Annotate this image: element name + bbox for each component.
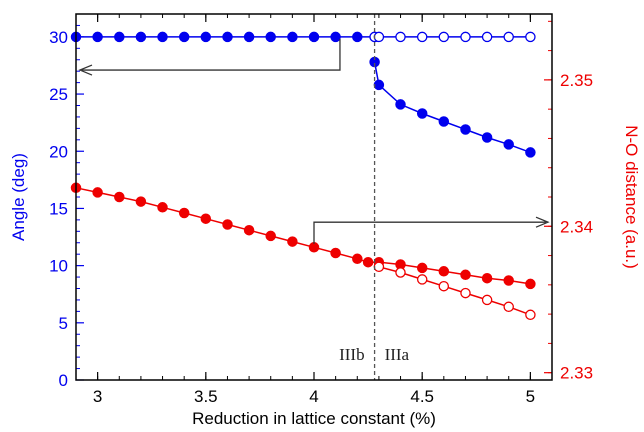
x-tick-label: 4.5 bbox=[410, 387, 434, 406]
right-y-tick-label: 2.35 bbox=[560, 71, 593, 90]
arrow-to-right-axis bbox=[313, 221, 546, 244]
x-tick-label: 3.5 bbox=[194, 387, 218, 406]
arrow-to-left-axis bbox=[82, 38, 341, 71]
left-y-tick-label: 10 bbox=[49, 257, 68, 276]
data-point bbox=[438, 280, 450, 292]
data-point bbox=[135, 31, 147, 43]
data-point bbox=[265, 230, 276, 242]
arrow-to-left-axis-head bbox=[78, 64, 93, 76]
data-point bbox=[287, 236, 298, 247]
left-y-tick-label: 0 bbox=[59, 371, 68, 390]
data-point bbox=[352, 31, 363, 43]
region-label-iiia: IIIa bbox=[385, 345, 410, 364]
data-point bbox=[460, 287, 471, 299]
data-point bbox=[416, 274, 428, 285]
data-point bbox=[416, 108, 428, 119]
left-y-tick-label: 5 bbox=[59, 314, 68, 333]
data-point bbox=[222, 31, 233, 43]
x-tick-label: 3 bbox=[93, 387, 102, 406]
right-y-tick-label: 2.34 bbox=[560, 217, 593, 236]
data-point bbox=[352, 253, 363, 265]
data-point bbox=[362, 256, 374, 268]
left-y-tick-label: 25 bbox=[49, 85, 68, 104]
data-point bbox=[395, 267, 406, 278]
data-point bbox=[525, 309, 536, 321]
data-point bbox=[157, 31, 168, 43]
left-y-tick-label: 15 bbox=[49, 199, 68, 218]
data-point bbox=[503, 301, 514, 313]
left-y-tick-label: 20 bbox=[49, 142, 68, 161]
data-point bbox=[330, 31, 341, 43]
data-point bbox=[373, 261, 385, 273]
data-point bbox=[265, 31, 276, 43]
data-point bbox=[373, 31, 385, 43]
data-point bbox=[114, 191, 125, 203]
data-point bbox=[503, 275, 514, 286]
data-point bbox=[438, 116, 450, 127]
right-y-axis-title: N-O distance (a.u.) bbox=[622, 125, 641, 269]
right-y-tick-label: 2.33 bbox=[560, 364, 593, 383]
data-point bbox=[503, 31, 514, 43]
data-point bbox=[114, 31, 125, 43]
data-point bbox=[481, 31, 493, 43]
data-point bbox=[460, 269, 471, 281]
data-point bbox=[92, 31, 103, 43]
data-point bbox=[373, 79, 385, 91]
data-point bbox=[200, 31, 212, 43]
data-point bbox=[395, 99, 406, 110]
data-point bbox=[460, 31, 471, 43]
data-point bbox=[157, 202, 168, 213]
data-point bbox=[503, 139, 514, 150]
data-point bbox=[481, 272, 493, 284]
data-point bbox=[308, 31, 320, 43]
data-point bbox=[243, 31, 255, 43]
data-point bbox=[222, 219, 233, 230]
annotations: IIIb IIIa bbox=[78, 14, 550, 380]
arrow-to-right-axis-head bbox=[535, 216, 550, 228]
region-label-iiib: IIIb bbox=[339, 345, 364, 364]
plot-frame bbox=[75, 13, 553, 381]
data-point bbox=[416, 262, 428, 274]
data-point bbox=[460, 124, 471, 135]
data-point bbox=[481, 294, 493, 306]
series-group bbox=[70, 31, 536, 321]
data-point bbox=[438, 31, 450, 43]
data-point bbox=[178, 31, 190, 43]
data-point bbox=[481, 132, 493, 143]
data-point bbox=[243, 224, 255, 236]
x-axis-title: Reduction in lattice constant (%) bbox=[192, 409, 436, 428]
left-y-tick-label: 30 bbox=[49, 28, 68, 47]
left-y-axis-title: Angle (deg) bbox=[9, 153, 28, 241]
tick-labels: 3 3.5 4 4.5 5 0 5 10 15 20 25 30 2.33 2.34 2.35 bbox=[49, 28, 593, 406]
data-point bbox=[525, 147, 536, 158]
data-point bbox=[135, 196, 147, 207]
x-tick-label: 5 bbox=[526, 387, 535, 406]
data-point bbox=[92, 187, 103, 198]
data-point bbox=[308, 242, 320, 253]
x-tick-label: 4 bbox=[309, 387, 318, 406]
data-point bbox=[200, 213, 212, 224]
data-point bbox=[395, 31, 406, 43]
data-point bbox=[330, 247, 341, 259]
tick-marks bbox=[76, 13, 552, 381]
data-point bbox=[525, 278, 536, 290]
data-point bbox=[416, 31, 428, 43]
data-point bbox=[525, 31, 536, 43]
data-point bbox=[178, 207, 190, 219]
data-point bbox=[438, 266, 450, 277]
data-point bbox=[287, 31, 298, 43]
